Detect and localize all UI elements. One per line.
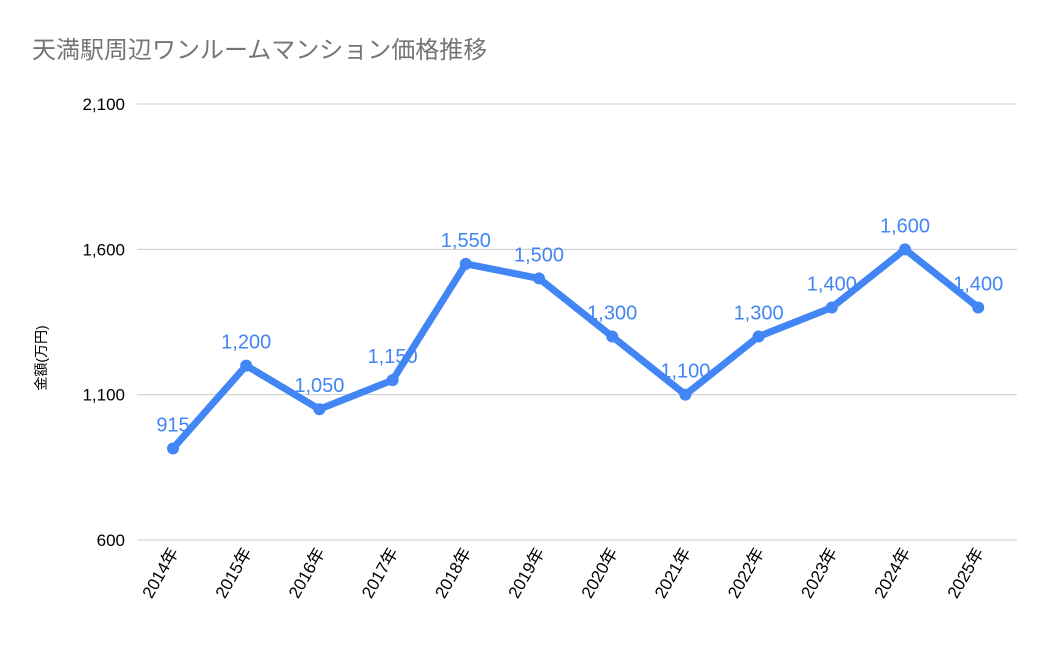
x-tick-label: 2015年	[212, 545, 256, 602]
data-point	[752, 330, 765, 343]
x-tick-label: 2021年	[651, 545, 695, 602]
data-label: 1,100	[660, 361, 710, 383]
data-label: 915	[156, 414, 189, 436]
y-tick-label: 600	[97, 531, 125, 550]
y-tick-label: 1,600	[82, 240, 125, 259]
data-label: 1,600	[880, 215, 930, 237]
x-tick-label: 2022年	[724, 545, 768, 602]
data-label: 1,200	[221, 332, 271, 354]
data-label: 1,300	[734, 303, 784, 325]
x-tick-label: 2014年	[139, 545, 183, 602]
data-label: 1,550	[441, 230, 491, 252]
x-tick-label: 2023年	[797, 545, 841, 602]
x-tick-label: 2024年	[871, 545, 915, 602]
x-tick-label: 2018年	[431, 545, 475, 602]
y-tick-label: 1,100	[82, 386, 125, 405]
data-point	[825, 301, 838, 314]
data-point	[679, 388, 692, 401]
x-tick-label: 2019年	[505, 545, 549, 602]
x-tick-label: 2017年	[358, 545, 402, 602]
data-label: 1,400	[953, 273, 1003, 295]
data-point	[899, 243, 911, 256]
data-point	[313, 403, 326, 416]
y-tick-label: 2,100	[82, 95, 125, 114]
data-label: 1,300	[587, 303, 637, 325]
data-point	[606, 330, 619, 343]
data-point	[972, 301, 985, 314]
series-line	[169, 245, 982, 452]
x-tick-label: 2016年	[285, 545, 329, 602]
y-axis-title: 金額(万円)	[33, 325, 49, 390]
data-label: 1,400	[807, 273, 857, 295]
x-tick-label: 2025年	[944, 545, 988, 602]
data-label: 1,500	[514, 244, 564, 266]
x-tick-label: 2020年	[578, 545, 622, 602]
data-point	[459, 257, 472, 270]
data-point	[240, 359, 253, 372]
data-label: 1,050	[294, 375, 344, 397]
data-point	[167, 442, 179, 455]
data-point	[533, 272, 545, 285]
data-label: 1,150	[368, 346, 418, 368]
chart-title: 天満駅周辺ワンルームマンション価格推移	[32, 36, 488, 64]
data-point	[386, 374, 399, 387]
